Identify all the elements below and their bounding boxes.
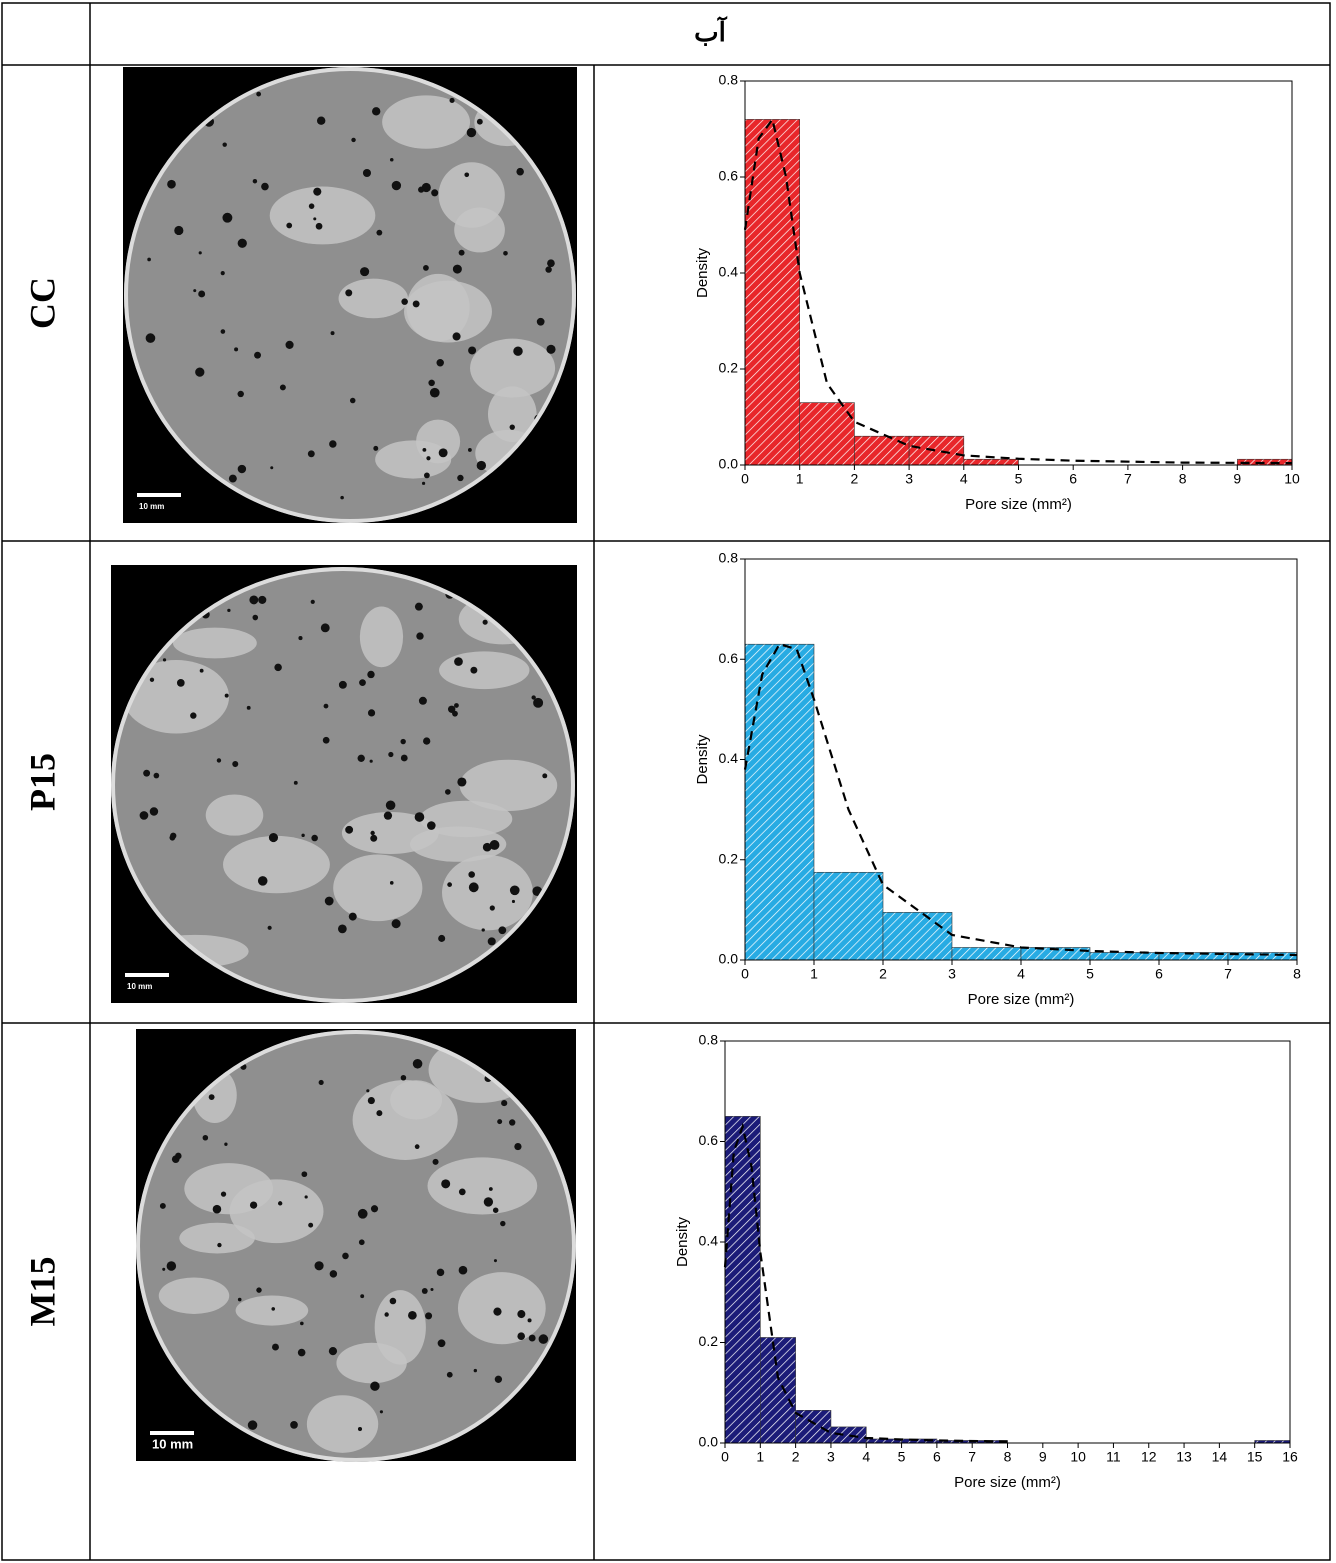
histogram-bar [813, 871, 884, 961]
x-tick-label: 13 [1176, 1449, 1192, 1465]
x-tick-label: 4 [960, 471, 968, 487]
histogram-bar [951, 947, 1022, 961]
y-tick-label: 0.2 [719, 850, 739, 866]
y-tick-label: 0.4 [719, 750, 739, 766]
x-tick-label: 4 [862, 1449, 870, 1465]
x-tick-label: 10 [1070, 1449, 1086, 1465]
x-tick-label: 2 [879, 966, 887, 982]
row-label: M15 [22, 1257, 62, 1327]
x-tick-label: 6 [1155, 966, 1163, 982]
x-axis-label: Pore size (mm²) [968, 991, 1075, 1008]
x-tick-label: 0 [721, 1449, 729, 1465]
histogram-bar [963, 458, 1019, 466]
x-tick-label: 3 [827, 1449, 835, 1465]
scale-bar-label: 10 mm [139, 502, 164, 511]
y-tick-label: 0.6 [719, 168, 739, 184]
x-tick-label: 4 [1017, 966, 1025, 982]
x-tick-label: 0 [741, 471, 749, 487]
y-tick-label: 0.0 [719, 456, 739, 472]
ct-image [136, 1029, 576, 1462]
x-tick-label: 6 [1069, 471, 1077, 487]
x-tick-label: 8 [1179, 471, 1187, 487]
x-tick-label: 1 [796, 471, 804, 487]
x-tick-label: 9 [1233, 471, 1241, 487]
scale-bar-label: 10 mm [127, 982, 152, 991]
y-tick-label: 0.4 [699, 1233, 719, 1249]
plot-frame [724, 1040, 1291, 1444]
x-tick-label: 7 [968, 1449, 976, 1465]
x-tick-label: 16 [1282, 1449, 1298, 1465]
x-tick-label: 8 [1004, 1449, 1012, 1465]
x-tick-label: 9 [1039, 1449, 1047, 1465]
y-tick-label: 0.4 [719, 264, 739, 280]
fit-curve [743, 642, 1298, 957]
y-axis-label: Density [694, 734, 711, 785]
y-tick-label: 0.2 [719, 360, 739, 376]
x-tick-label: 10 [1284, 471, 1300, 487]
x-tick-label: 5 [898, 1449, 906, 1465]
row-label: P15 [22, 753, 62, 811]
x-tick-label: 2 [851, 471, 859, 487]
x-tick-label: 8 [1293, 966, 1301, 982]
x-tick-label: 3 [905, 471, 913, 487]
x-tick-label: 15 [1247, 1449, 1263, 1465]
y-tick-label: 0.0 [719, 951, 739, 967]
histogram-bar [724, 1116, 761, 1444]
fit-curve [723, 1122, 1008, 1443]
histogram-bar [908, 435, 965, 466]
histogram-bar [744, 643, 815, 961]
y-tick-label: 0.6 [719, 650, 739, 666]
x-axis-label: Pore size (mm²) [965, 496, 1072, 513]
scale-bar-label: 10 mm [152, 1436, 193, 1451]
x-tick-label: 3 [948, 966, 956, 982]
y-tick-label: 0.0 [699, 1434, 719, 1450]
histogram-bar [830, 1426, 867, 1444]
x-tick-label: 1 [810, 966, 818, 982]
x-tick-label: 2 [792, 1449, 800, 1465]
histogram-bar [882, 912, 953, 961]
x-axis-label: Pore size (mm²) [954, 1474, 1061, 1491]
histogram-bar [799, 402, 855, 466]
x-tick-label: 7 [1124, 471, 1132, 487]
x-tick-label: 0 [741, 966, 749, 982]
histogram-bar [744, 119, 801, 466]
x-tick-label: 11 [1106, 1449, 1121, 1465]
ct-image [123, 67, 577, 523]
x-tick-label: 6 [933, 1449, 941, 1465]
y-tick-label: 0.2 [699, 1333, 719, 1349]
y-axis-label: Density [694, 247, 711, 298]
y-axis-label: Density [674, 1216, 691, 1267]
x-tick-label: 12 [1141, 1449, 1157, 1465]
histogram-bar [854, 435, 910, 466]
row-label: CC [22, 277, 62, 329]
y-tick-label: 0.8 [699, 1032, 719, 1048]
x-tick-label: 5 [1086, 966, 1094, 982]
x-tick-label: 1 [756, 1449, 764, 1465]
y-tick-label: 0.8 [719, 550, 739, 566]
y-tick-label: 0.8 [719, 72, 739, 88]
histogram-bar [760, 1337, 796, 1444]
x-tick-label: 14 [1212, 1449, 1228, 1465]
ct-image [111, 565, 577, 1003]
x-tick-label: 5 [1015, 471, 1023, 487]
x-tick-label: 7 [1224, 966, 1232, 982]
y-tick-label: 0.6 [699, 1132, 719, 1148]
header-title: آب [694, 15, 727, 48]
